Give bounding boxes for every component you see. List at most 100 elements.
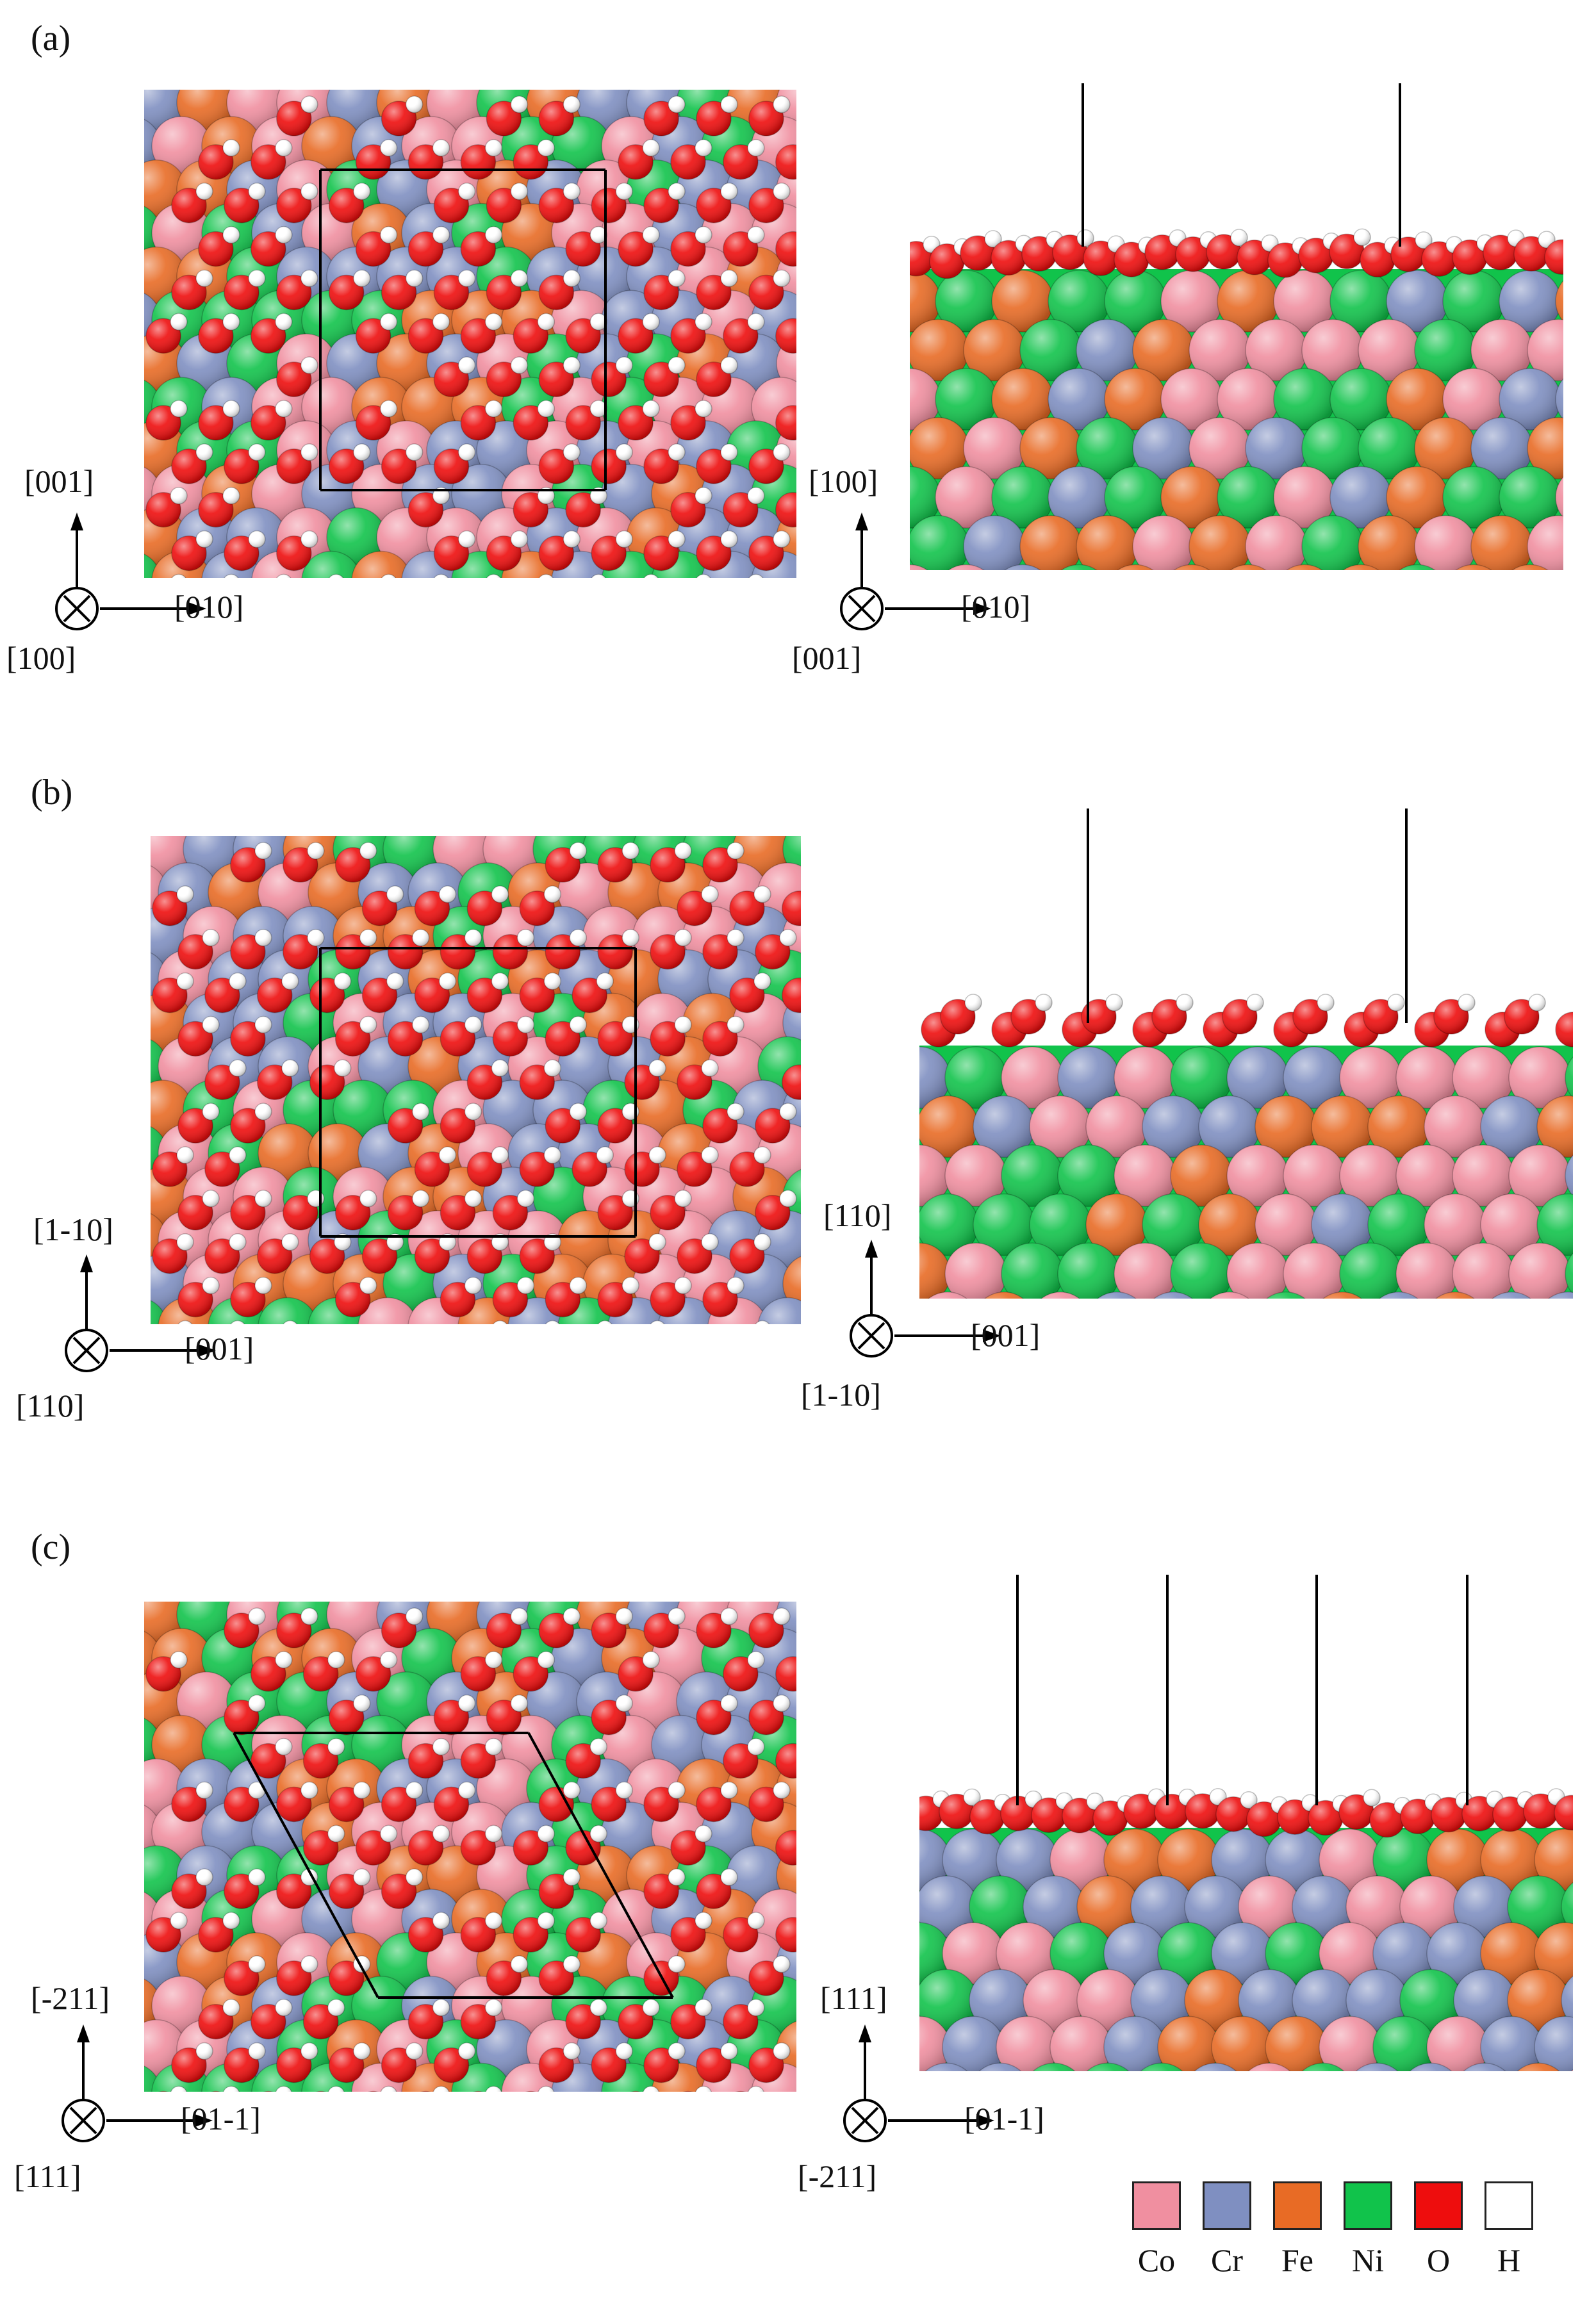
atom-shading xyxy=(146,1917,181,1953)
atom-shading xyxy=(545,848,580,882)
atom-shading xyxy=(729,1152,764,1187)
atom-shading xyxy=(671,1830,705,1866)
atom-shading xyxy=(1104,2016,1165,2071)
atom-shading xyxy=(729,890,764,926)
atom-shading xyxy=(178,934,213,969)
atom-shading xyxy=(329,188,364,223)
atom-shading xyxy=(362,890,397,926)
atom-shading xyxy=(254,1016,272,1033)
atom-shading xyxy=(276,188,311,223)
atom-shading xyxy=(276,362,311,397)
atom-shading xyxy=(1302,2063,1344,2071)
atom-shading xyxy=(723,1656,758,1691)
atom-shading xyxy=(1400,1876,1461,1938)
atom-shading xyxy=(224,188,259,223)
atom-shading xyxy=(415,1152,450,1187)
atom-shading xyxy=(729,978,764,1013)
atom-shading xyxy=(590,1825,607,1843)
legend-label-o: O xyxy=(1426,2242,1451,2278)
atom-shading xyxy=(1452,1145,1514,1207)
atom-shading xyxy=(1199,1096,1260,1158)
atom-shading xyxy=(276,448,311,484)
atom-shading xyxy=(919,1969,977,2031)
atom-shading xyxy=(616,2042,633,2060)
atom-shading xyxy=(356,318,391,354)
atom-shading xyxy=(622,842,639,859)
atom-shading xyxy=(248,530,265,548)
atom-shading xyxy=(204,1152,240,1187)
atom-shading xyxy=(696,448,731,484)
atom-shading xyxy=(381,101,416,136)
atom-shading xyxy=(1434,999,1468,1034)
axis-right-label-c-top: [01-1] xyxy=(181,2101,261,2137)
atom-shading xyxy=(204,978,240,1013)
atom-shading xyxy=(406,96,423,113)
atom-shading xyxy=(300,1955,318,1973)
atom-shading xyxy=(650,1320,664,1324)
atom-shading xyxy=(477,1759,536,1818)
atom-shading xyxy=(539,188,574,223)
atom-shading xyxy=(1023,1969,1085,2031)
atom-shading xyxy=(1206,234,1241,270)
atom-shading xyxy=(352,1715,411,1775)
atom-shading xyxy=(1358,417,1420,479)
atom-shading xyxy=(668,357,686,374)
atom-shading xyxy=(1142,1096,1204,1158)
atom-shading xyxy=(335,848,370,882)
atom-shading xyxy=(434,362,469,397)
atom-shading xyxy=(248,270,265,287)
atom-shading xyxy=(1524,1793,1558,1828)
atom-shading xyxy=(643,139,660,156)
atom-shading xyxy=(748,1787,784,1822)
atom-shading xyxy=(566,406,601,441)
atom-shading xyxy=(910,319,969,381)
atom-shading xyxy=(1105,270,1166,332)
atom-shading xyxy=(1185,1876,1246,1938)
atom-shading xyxy=(276,536,311,571)
element-legend: Co Cr Fe Ni O H xyxy=(1128,2181,1538,2297)
atom-shading xyxy=(721,2042,737,2060)
atom-shading xyxy=(644,188,679,223)
atom-shading xyxy=(275,1651,292,1668)
atom-shading xyxy=(566,2004,601,2039)
atom-shading xyxy=(748,448,784,484)
atom-shading xyxy=(177,973,193,990)
atom-shading xyxy=(440,1195,475,1230)
atom-shading xyxy=(1189,417,1251,479)
atom-shading xyxy=(1443,270,1504,332)
atom-shading xyxy=(434,448,469,484)
atom-shading xyxy=(1454,1876,1515,1938)
atom-shading xyxy=(248,1695,265,1712)
atom-shading xyxy=(1463,2063,1506,2071)
atom-shading xyxy=(563,1782,580,1799)
atom-shading xyxy=(729,1238,764,1274)
atom-shading xyxy=(591,1700,627,1735)
atom-shading xyxy=(1481,2016,1542,2071)
legend-item-h: H xyxy=(1480,2181,1538,2279)
axis-into-label-b-top: [110] xyxy=(16,1388,85,1424)
atom-shading xyxy=(1158,2016,1219,2071)
atom-shading xyxy=(275,1999,292,2016)
atom-shading xyxy=(703,1021,737,1056)
atom-shading xyxy=(1185,1793,1220,1828)
atom-shading xyxy=(380,313,397,331)
atom-shading xyxy=(1023,1876,1085,1938)
atom-shading xyxy=(544,1233,561,1251)
atom-shading xyxy=(1133,515,1194,570)
atom-shading xyxy=(590,487,607,504)
atom-shading xyxy=(258,1124,317,1183)
atom-shading xyxy=(1499,466,1561,529)
atom-shading xyxy=(1302,417,1363,479)
atom-shading xyxy=(941,999,975,1034)
atom-shading xyxy=(377,1671,436,1731)
atom-shading xyxy=(695,2086,712,2092)
atom-shading xyxy=(650,1195,686,1230)
atom-shading xyxy=(356,406,391,441)
atom-shading xyxy=(1415,515,1476,570)
atom-shading xyxy=(773,183,790,200)
atom-shading xyxy=(362,978,397,1013)
atom-shading xyxy=(1415,417,1476,479)
atom-shading xyxy=(1340,1243,1401,1299)
atom-shading xyxy=(721,96,737,113)
atom-shading xyxy=(1330,466,1392,529)
